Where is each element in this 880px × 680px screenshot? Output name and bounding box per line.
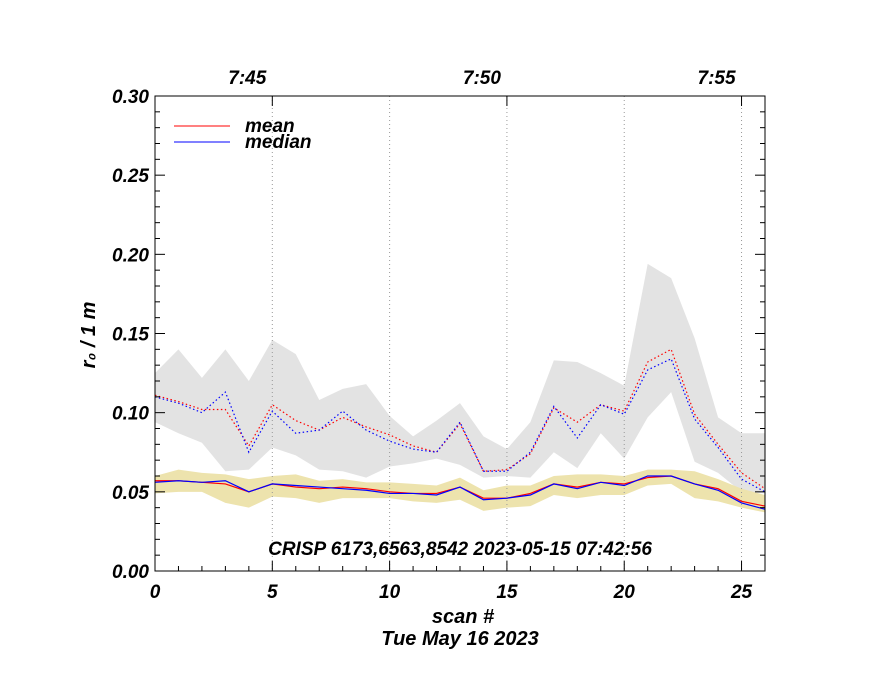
top-time-label: 7:50	[463, 68, 501, 89]
chart-annotation: CRISP 6173,6563,8542 2023-05-15 07:42:56	[268, 539, 652, 560]
band-0	[155, 263, 765, 494]
y-tick-label: 0.15	[112, 325, 149, 346]
x-axis-date: Tue May 16 2023	[381, 628, 539, 650]
y-tick-label: 0.20	[112, 245, 149, 266]
x-axis-title: scan #	[432, 606, 495, 628]
y-tick-label: 0.00	[112, 562, 149, 583]
series-line-1	[154, 358, 766, 493]
x-tick-label: 10	[379, 582, 401, 603]
top-time-label: 7:55	[698, 68, 736, 89]
legend-mean-label: mean	[245, 116, 295, 137]
y-tick-label: 0.30	[112, 87, 149, 108]
x-tick-label: 15	[496, 582, 518, 603]
y-axis-title: r₀ / 1 m	[78, 302, 100, 369]
spread-bands	[155, 263, 765, 513]
x-tick-label: 0	[150, 582, 161, 603]
x-tick-label: 25	[730, 582, 753, 603]
series-line-0	[154, 348, 766, 490]
y-tick-label: 0.10	[112, 404, 149, 425]
top-time-label: 7:45	[228, 68, 266, 89]
x-tick-label: 5	[267, 582, 278, 603]
y-tick-label: 0.05	[112, 483, 149, 504]
x-tick-label: 20	[613, 582, 636, 603]
y-tick-label: 0.25	[112, 166, 149, 187]
legend-median-label: median	[245, 132, 312, 153]
axes	[154, 95, 766, 572]
legend: mean median	[174, 116, 312, 153]
band-1	[155, 469, 765, 513]
series-lines	[154, 348, 766, 510]
tick-labels: 0.00 0.05 0.10 0.15 0.20 0.25 0.30 0 5 10 15 20 25 7:…	[112, 68, 753, 603]
series-line-3	[154, 475, 766, 510]
